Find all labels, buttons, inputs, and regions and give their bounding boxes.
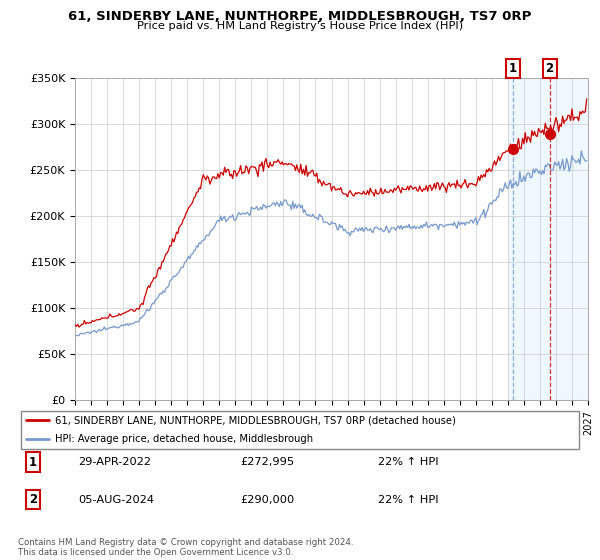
- FancyBboxPatch shape: [21, 411, 578, 449]
- Text: £290,000: £290,000: [240, 494, 294, 505]
- Text: 61, SINDERBY LANE, NUNTHORPE, MIDDLESBROUGH, TS7 0RP (detached house): 61, SINDERBY LANE, NUNTHORPE, MIDDLESBRO…: [55, 415, 455, 425]
- Text: HPI: Average price, detached house, Middlesbrough: HPI: Average price, detached house, Midd…: [55, 435, 313, 445]
- Text: 2: 2: [29, 493, 37, 506]
- Text: 22% ↑ HPI: 22% ↑ HPI: [378, 494, 439, 505]
- Bar: [508, 78, 588, 400]
- Text: Price paid vs. HM Land Registry's House Price Index (HPI): Price paid vs. HM Land Registry's House …: [137, 21, 463, 31]
- Text: 05-AUG-2024: 05-AUG-2024: [78, 494, 154, 505]
- Text: 29-APR-2022: 29-APR-2022: [78, 457, 151, 467]
- Bar: [550, 78, 588, 400]
- Text: 22% ↑ HPI: 22% ↑ HPI: [378, 457, 439, 467]
- Text: 2: 2: [545, 62, 554, 75]
- Text: 61, SINDERBY LANE, NUNTHORPE, MIDDLESBROUGH, TS7 0RP: 61, SINDERBY LANE, NUNTHORPE, MIDDLESBRO…: [68, 10, 532, 23]
- Text: Contains HM Land Registry data © Crown copyright and database right 2024.
This d: Contains HM Land Registry data © Crown c…: [18, 538, 353, 557]
- Text: 1: 1: [29, 455, 37, 469]
- Text: 1: 1: [509, 62, 517, 75]
- Text: £272,995: £272,995: [240, 457, 294, 467]
